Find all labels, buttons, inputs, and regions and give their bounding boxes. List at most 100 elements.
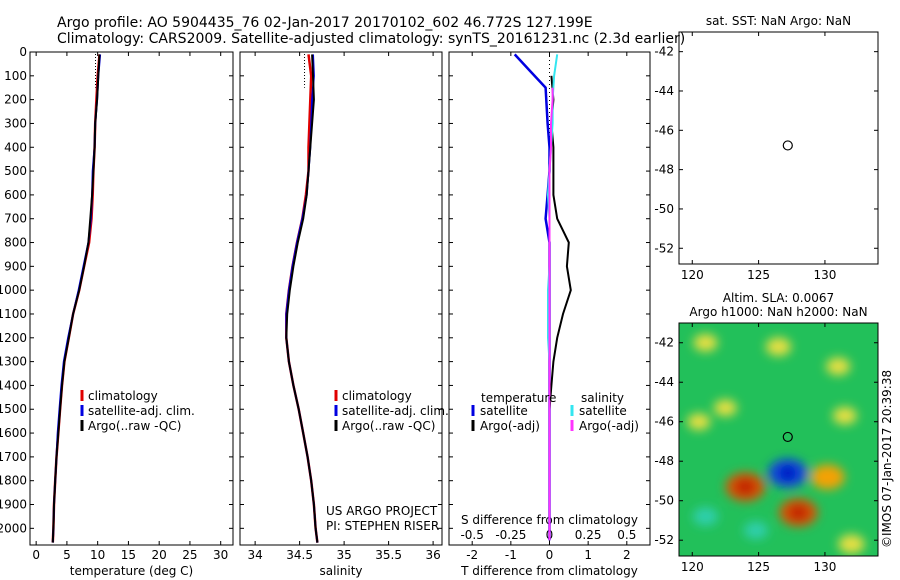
y-tick-label: 600 [4,188,27,202]
x-tick-label: 10 [90,548,105,562]
x-tick-label: 5 [63,548,71,562]
x-tick-label: -1 [505,548,517,562]
y-tick-label: -42 [654,336,674,350]
heatmap-anomaly [838,534,865,554]
y-tick-label: 900 [4,259,27,273]
y-tick-label: -48 [654,454,674,468]
heatmap-anomaly [713,399,737,417]
map-title: sat. SST: NaN Argo: NaN [706,14,851,28]
y-tick-label: -50 [654,494,674,508]
y-tick-label: -48 [654,163,674,177]
x-tick-label: 130 [813,268,836,282]
y-tick-label: 1800 [0,474,27,488]
difference-profile-chart: -2 -1 0 1 2 T difference from climatology -0.5… [448,51,651,578]
heatmap-anomaly [743,521,769,540]
heatmap-anomaly [693,333,718,352]
y-tick-label: 700 [4,212,27,226]
profile-location-marker [782,431,793,443]
series-line-black [285,54,319,543]
x-tick-label: 30 [213,548,228,562]
x-tick-label: -2 [466,548,478,562]
x-tick-label: 125 [747,560,770,574]
x-tick-label: 34 [247,548,262,562]
y-tick-label: 1200 [0,331,27,345]
y-tick-label: -46 [654,123,674,137]
y-tick-label: 1100 [0,307,27,321]
x-tick-label: 20 [152,548,167,562]
heatmap-anomaly [810,464,845,490]
sla-map-chart: 120 125 130 -42 -44 -46 -48 -50 -52 Altim. SLA: 0… [654,291,879,574]
x-tick-label: 2 [623,548,631,562]
y-tick-label: 1700 [0,450,27,464]
x-tick-label: 34.5 [286,548,313,562]
x-tick-label: 35 [336,548,351,562]
heatmap-anomaly-core [788,504,809,521]
x-tick-label: 0 [546,548,554,562]
y-tick-label: 1300 [0,355,27,369]
x-tick-label: 25 [182,548,197,562]
series-line-black [548,75,572,541]
legend-label: climatology [88,389,158,403]
series-line-blue [513,53,551,541]
temperature-profile-chart: 0100200300400500600700800900100011001200… [0,45,234,578]
figure-title-line1: Argo profile: AO 5904435_76 02-Jan-2017 … [57,15,593,31]
legend-label: Argo(-adj) [480,419,540,433]
y-tick-label: 1600 [0,426,27,440]
heatmap-anomaly [687,413,711,431]
x-axis-label: T difference from climatology [460,564,638,578]
x-tick-label-salinity: -0.5 [460,528,483,542]
y-tick-label: 200 [4,93,27,107]
y-tick-label: -44 [654,375,674,389]
y-tick-label: 400 [4,140,27,154]
y-tick-label: 2000 [0,521,27,535]
y-tick-label: -50 [654,202,674,216]
legend-label: Argo(-adj) [579,419,639,433]
series-line-magenta [548,87,554,541]
y-tick-label: 500 [4,164,27,178]
salinity-profile-chart: 34 34.5 35 35.5 36 salinity climatologysatelli… [239,51,449,578]
sst-map-chart: 120 125 130 -42 -44 -46 -48 -50 -52 sat. SST: NaN… [654,14,879,282]
legend-header-salinity: salinity [581,391,624,405]
y-tick-label: 100 [4,69,27,83]
legend-label: satellite [579,404,627,418]
y-tick-label: -52 [654,241,674,255]
y-tick-label: -42 [654,45,674,59]
x-tick-label: 0 [32,548,40,562]
x-tick-label: 15 [121,548,136,562]
heatmap-anomaly-core [735,478,756,495]
y-tick-label: 0 [19,45,27,59]
legend-header-temperature: temperature [481,391,556,405]
series-line-black [51,54,101,543]
heatmap-anomaly [826,357,851,376]
legend-label: satellite [480,404,528,418]
imos-timestamp: ©IMOS 07-Jan-2017 20:39:38 [880,370,894,548]
profile-location-marker [782,140,793,151]
legend-label: climatology [342,389,412,403]
project-name: US ARGO PROJECT [326,504,438,518]
x-tick-label: 120 [681,268,704,282]
plot-frame [29,51,234,546]
x-tick-label-salinity: 0.25 [575,528,602,542]
x-tick-label: 35.5 [375,548,402,562]
heatmap-field [687,333,865,554]
y-tick-label: -44 [654,84,674,98]
x-axis-label: temperature (deg C) [70,564,193,578]
legend-label: satellite-adj. clim. [342,404,449,418]
legend-label: Argo(..raw -QC) [342,419,435,433]
heatmap-anomaly [832,407,857,425]
x-tick-label-salinity: 0.5 [617,528,636,542]
y-tick-label: 1500 [0,402,27,416]
heatmap-anomaly [765,337,792,356]
x-tick-label: 130 [813,560,836,574]
plot-frame [239,51,443,546]
x-tick-label: 36 [425,548,440,562]
heatmap-anomaly [692,507,719,526]
y-tick-label: -52 [654,533,674,547]
figure-title-line2: Climatology: CARS2009. Satellite-adjuste… [57,31,685,47]
y-tick-label: -46 [654,415,674,429]
y-tick-label: 1000 [0,283,27,297]
y-tick-label: 800 [4,236,27,250]
x-tick-label-salinity: -0.25 [495,528,526,542]
heatmap-anomaly-core [779,465,796,481]
